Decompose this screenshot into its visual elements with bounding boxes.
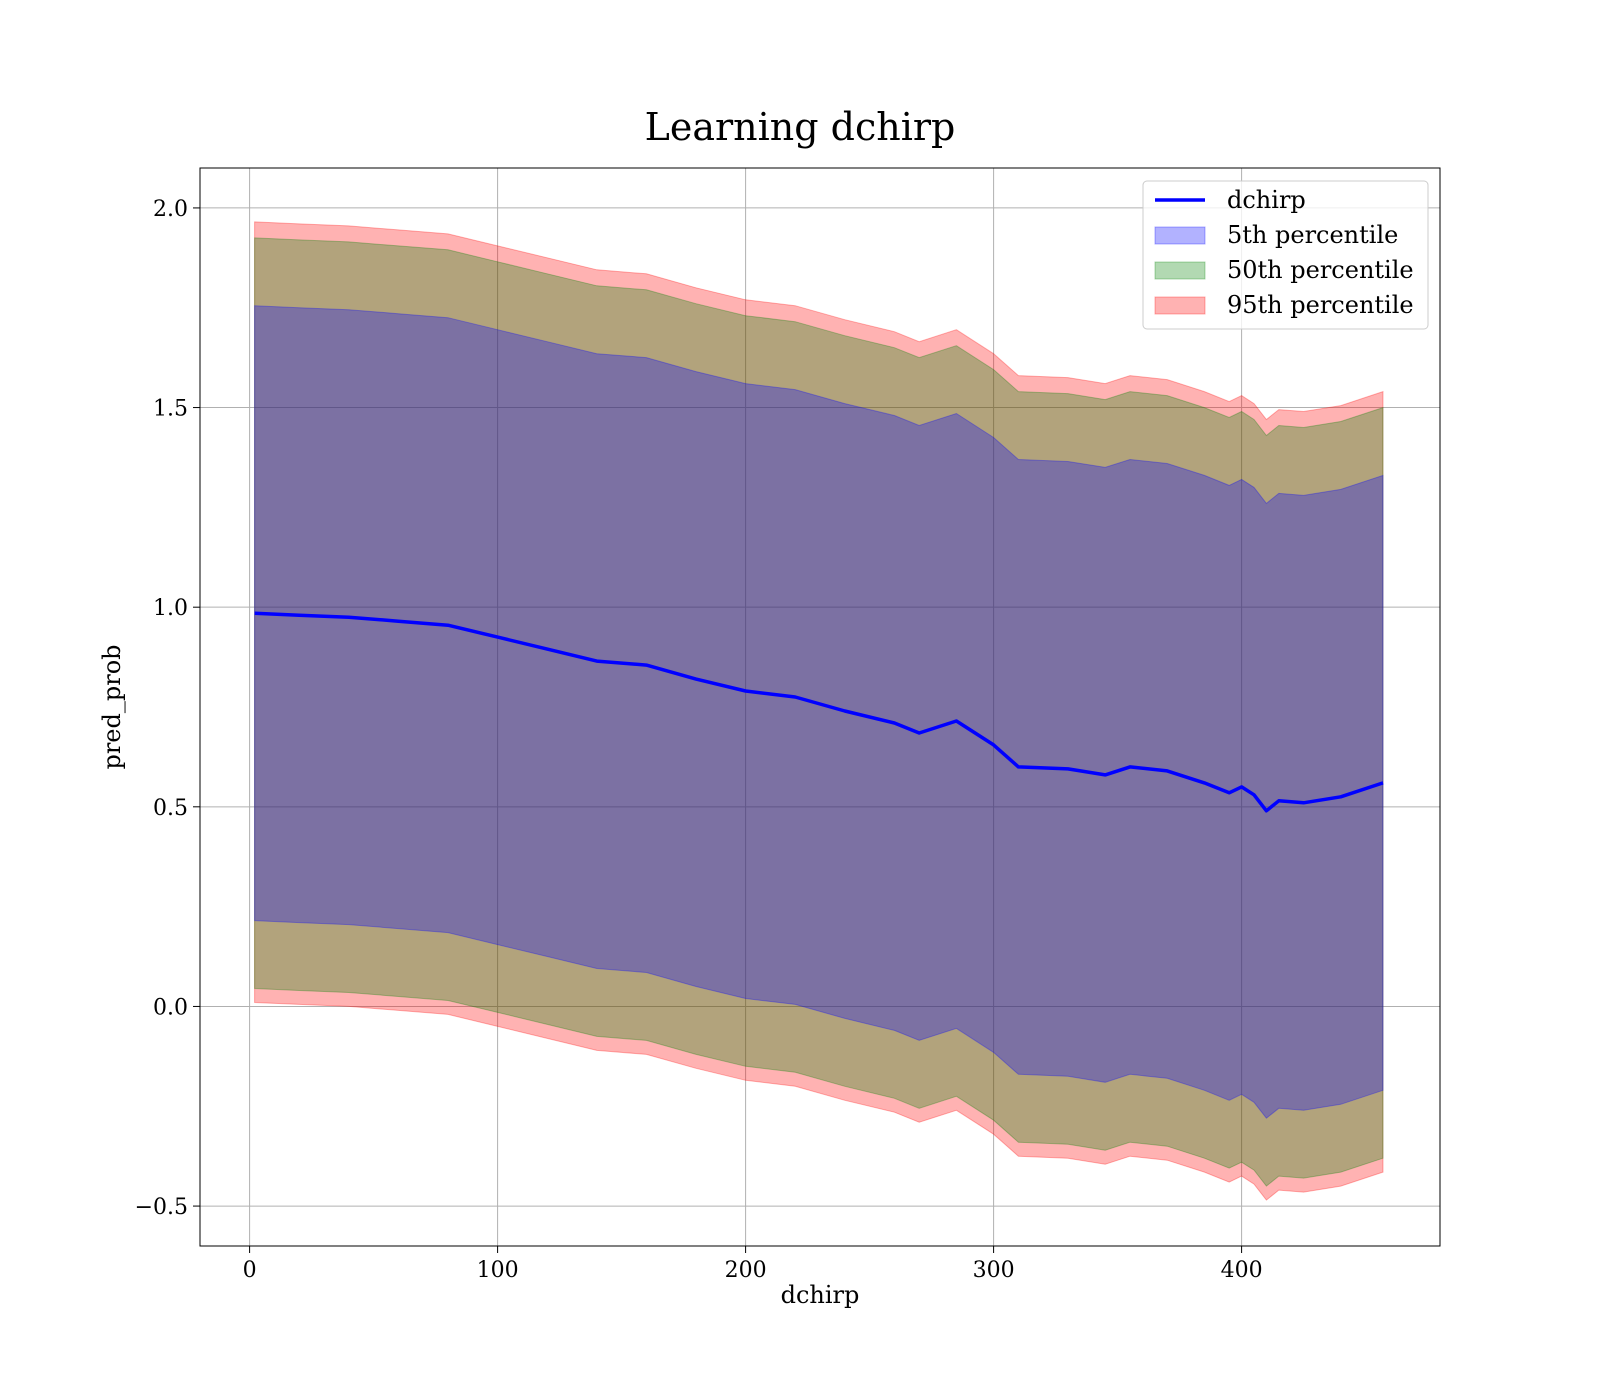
legend-swatch-5th-percentile [1154, 226, 1206, 245]
grid-lines [200, 168, 1440, 1246]
x-tick-label: 300 [973, 1258, 1015, 1283]
x-tick-label: 0 [243, 1258, 257, 1283]
legend-label-dchirp: dchirp [1227, 186, 1306, 214]
legend-swatch-50th-percentile [1154, 261, 1206, 280]
plot-frame [199, 167, 1441, 1247]
band-95th-percentile [254, 221, 1384, 1201]
legend-label-95th-percentile: 95th percentile [1227, 291, 1414, 319]
legend-label-5th-percentile: 5th percentile [1227, 221, 1398, 249]
y-tick-label: −0.5 [135, 1195, 188, 1220]
percentile-bands [254, 221, 1384, 1201]
series-lines [254, 611, 1384, 813]
y-tick-label: 0.0 [153, 995, 188, 1020]
y-tick-label: 2.0 [153, 197, 188, 222]
x-tick-label: 100 [477, 1258, 519, 1283]
band-50th-percentile [254, 237, 1384, 1187]
legend-label-50th-percentile: 50th percentile [1227, 256, 1414, 284]
y-tick-label: 0.5 [153, 796, 188, 821]
band-5th-percentile [254, 305, 1384, 1119]
y-axis-ticks: −0.5 0.0 0.5 1.0 1.5 2.0 [135, 197, 200, 1220]
y-tick-label: 1.5 [153, 397, 188, 422]
chart-title: Learning dchirp [645, 105, 956, 149]
legend-box [1142, 180, 1429, 330]
legend-swatch-95th-percentile [1154, 296, 1206, 315]
series-line-dchirp [254, 611, 1384, 813]
x-axis-label: dchirp [781, 1281, 860, 1309]
y-axis-label: pred_prob [98, 644, 126, 769]
x-axis-ticks: 0 100 200 300 400 [243, 1246, 1263, 1283]
x-tick-label: 400 [1221, 1258, 1263, 1283]
x-tick-label: 200 [725, 1258, 767, 1283]
legend: dchirp 5th percentile 50th percentile 95th … [1142, 180, 1429, 330]
y-tick-label: 1.0 [153, 596, 188, 621]
